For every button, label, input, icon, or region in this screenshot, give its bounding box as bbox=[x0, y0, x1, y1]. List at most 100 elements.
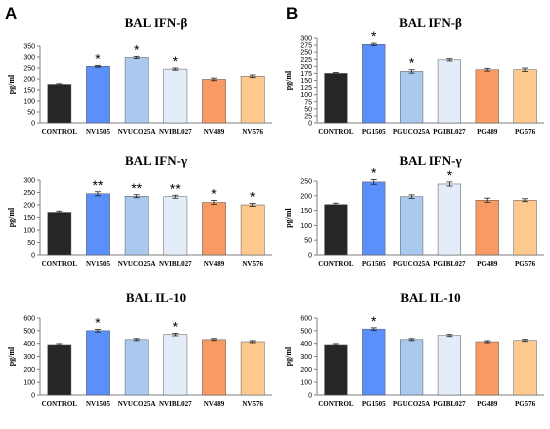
y-tick-label-b2: 250 bbox=[300, 179, 312, 186]
y-axis-label-b1: pg/ml bbox=[284, 70, 293, 90]
panel-letter-a: A bbox=[5, 4, 18, 23]
y-tick-label-a2: 150 bbox=[23, 215, 35, 222]
x-tick-label-a1: NV576 bbox=[242, 128, 263, 136]
x-tick-label-b1: PG576 bbox=[515, 128, 536, 136]
y-tick-label-b1: 150 bbox=[300, 78, 312, 85]
x-tick-label-b3: CONTROL bbox=[318, 400, 354, 408]
significance-marker-a1: * bbox=[95, 50, 101, 66]
bar-a2-nv576 bbox=[240, 204, 265, 256]
bar-b2-pguco25a bbox=[399, 196, 424, 256]
y-tick-label-b1: 300 bbox=[300, 36, 312, 43]
y-tick-label-a3: 400 bbox=[23, 341, 35, 348]
y-tick-label-b3: 100 bbox=[300, 380, 312, 387]
significance-marker-a3: * bbox=[95, 315, 101, 331]
bar-a2-nv489 bbox=[202, 202, 226, 256]
chart-title-a1: BAL IFN-β bbox=[125, 15, 188, 30]
x-tick-label-a1: NVIBL027 bbox=[159, 128, 192, 136]
y-tick-label-b2: 150 bbox=[300, 208, 312, 215]
y-tick-label-a2: 300 bbox=[23, 178, 35, 185]
x-tick-label-b2: CONTROL bbox=[318, 260, 354, 268]
x-tick-label-a2: NVIBL027 bbox=[159, 260, 192, 268]
bar-b2-control bbox=[324, 204, 348, 256]
y-tick-label-b1: 175 bbox=[300, 71, 312, 78]
y-tick-label-b1: 225 bbox=[300, 57, 312, 64]
x-tick-label-a2: NV489 bbox=[204, 260, 225, 268]
y-tick-label-b3: 200 bbox=[300, 367, 312, 374]
y-tick-label-b3: 500 bbox=[300, 328, 312, 335]
y-axis-label-a1: pg/ml bbox=[7, 74, 16, 94]
y-tick-label-b1: 50 bbox=[304, 106, 312, 113]
bar-b1-pg489 bbox=[475, 69, 499, 124]
y-tick-label-b2: 0 bbox=[308, 253, 312, 260]
significance-marker-a2: ** bbox=[131, 180, 142, 196]
y-tick-label-b1: 75 bbox=[304, 99, 312, 106]
y-tick-label-a3: 300 bbox=[23, 354, 35, 361]
y-tick-label-b1: 250 bbox=[300, 50, 312, 57]
bar-b2-pg1505 bbox=[362, 181, 386, 256]
y-tick-label-a1: 0 bbox=[31, 121, 35, 128]
chart-title-b2: BAL IFN-γ bbox=[399, 153, 461, 168]
y-tick-label-a2: 100 bbox=[23, 228, 35, 235]
bar-b3-pgibl027 bbox=[437, 335, 462, 396]
x-tick-label-a3: NV489 bbox=[204, 400, 225, 408]
x-tick-label-b3: PG1505 bbox=[362, 400, 386, 408]
x-tick-label-a1: NV489 bbox=[204, 128, 225, 136]
bar-a1-nvibl027 bbox=[163, 68, 188, 124]
y-tick-label-a1: 250 bbox=[23, 66, 35, 73]
x-tick-label-b1: CONTROL bbox=[318, 128, 354, 136]
bar-a1-nv1505 bbox=[86, 65, 110, 124]
bar-b2-pgibl027 bbox=[437, 183, 462, 256]
chart-title-a2: BAL IFN-γ bbox=[125, 153, 187, 168]
bar-a3-nvuco25a bbox=[124, 339, 149, 396]
x-tick-label-b1: PG489 bbox=[477, 128, 498, 136]
y-tick-label-b3: 300 bbox=[300, 354, 312, 361]
bar-b3-pg576 bbox=[513, 340, 537, 396]
x-tick-label-a1: CONTROL bbox=[42, 128, 78, 136]
y-tick-label-b2: 200 bbox=[300, 193, 312, 200]
y-tick-label-b3: 600 bbox=[300, 316, 312, 323]
significance-marker-a1: * bbox=[134, 41, 140, 57]
x-tick-label-b2: PG1505 bbox=[362, 260, 386, 268]
y-tick-label-a2: 0 bbox=[31, 253, 35, 260]
significance-marker-a2: ** bbox=[93, 177, 104, 193]
y-tick-label-a3: 100 bbox=[23, 380, 35, 387]
y-tick-label-a3: 600 bbox=[23, 316, 35, 323]
y-tick-label-a3: 0 bbox=[31, 393, 35, 400]
y-tick-label-a3: 200 bbox=[23, 367, 35, 374]
x-tick-label-b2: PGUCO25A bbox=[393, 260, 430, 268]
bar-a2-nv1505 bbox=[86, 193, 110, 256]
y-tick-label-a3: 500 bbox=[23, 328, 35, 335]
y-tick-label-b1: 0 bbox=[308, 121, 312, 128]
y-tick-label-b1: 100 bbox=[300, 92, 312, 99]
y-tick-label-a1: 300 bbox=[23, 55, 35, 62]
x-tick-label-a3: NVIBL027 bbox=[159, 400, 192, 408]
bar-b1-pgibl027 bbox=[437, 59, 462, 124]
x-tick-label-b3: PG576 bbox=[515, 400, 536, 408]
y-tick-label-b2: 100 bbox=[300, 223, 312, 230]
y-tick-label-b1: 125 bbox=[300, 85, 312, 92]
chart-title-a3: BAL IL-10 bbox=[126, 290, 186, 305]
y-tick-label-a1: 350 bbox=[23, 44, 35, 51]
bar-a3-nv576 bbox=[240, 341, 265, 396]
y-tick-label-b3: 0 bbox=[308, 393, 312, 400]
x-tick-label-a3: CONTROL bbox=[42, 400, 78, 408]
bar-a1-control bbox=[47, 84, 72, 124]
bar-b3-pg1505 bbox=[362, 328, 386, 396]
chart-title-b3: BAL IL-10 bbox=[400, 290, 460, 305]
y-axis-label-a2: pg/ml bbox=[7, 207, 16, 227]
bar-b2-pg576 bbox=[513, 199, 537, 256]
x-tick-label-b2: PG576 bbox=[515, 260, 536, 268]
y-axis-label-b3: pg/ml bbox=[284, 346, 293, 366]
y-tick-label-a1: 100 bbox=[23, 99, 35, 106]
x-tick-label-a2: CONTROL bbox=[42, 260, 78, 268]
bar-a1-nv576 bbox=[240, 76, 265, 124]
x-tick-label-a2: NVUCO25A bbox=[118, 260, 156, 268]
significance-marker-a2: ** bbox=[170, 180, 181, 196]
bar-b1-pg576 bbox=[513, 69, 537, 124]
significance-marker-a2: * bbox=[250, 189, 256, 205]
y-axis-label-b2: pg/ml bbox=[284, 207, 293, 227]
bar-a3-control bbox=[47, 344, 72, 396]
x-tick-label-a3: NV1505 bbox=[86, 400, 111, 408]
significance-marker-b3: * bbox=[371, 313, 377, 329]
